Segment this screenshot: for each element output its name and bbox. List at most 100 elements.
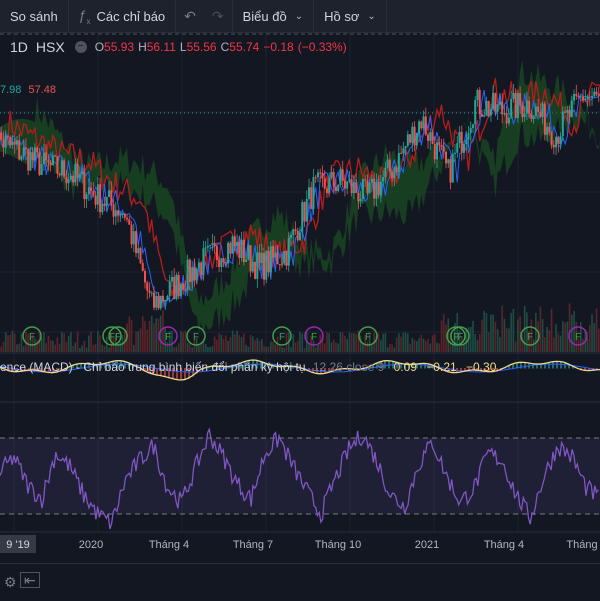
candle-body: [593, 91, 596, 96]
volume-bar: [521, 334, 524, 352]
event-marker-label: F: [311, 332, 317, 343]
macd-histogram-bar: [56, 368, 58, 373]
candle-body: [537, 106, 540, 112]
macd-histogram-bar: [24, 368, 26, 372]
volume-bar: [261, 339, 263, 352]
indicators-label: Các chỉ báo: [96, 8, 166, 24]
macd-histogram-bar: [472, 368, 474, 371]
candle-body: [132, 231, 135, 245]
macd-histogram-bar: [476, 368, 478, 371]
settings-icon[interactable]: ⚙: [4, 574, 17, 590]
event-marker: [358, 326, 378, 346]
candle-body: [307, 187, 310, 199]
volume-bar: [555, 324, 557, 352]
low-value: 55.56: [186, 40, 217, 54]
volume-bar: [472, 321, 474, 352]
candle-body: [9, 136, 12, 145]
redo-icon: ↷: [211, 7, 224, 24]
profile-dropdown[interactable]: Hồ sơ ⌄: [314, 0, 386, 32]
macd-histogram-bar: [84, 363, 86, 369]
volume-bar: [438, 343, 441, 352]
volume-bar: [393, 347, 396, 352]
volume-bar: [386, 347, 389, 352]
compare-button[interactable]: So sánh: [0, 0, 68, 32]
candle-body: [316, 172, 319, 178]
volume-bar: [294, 342, 297, 352]
ichimoku-value-2: 57.48: [28, 84, 57, 96]
candle-body: [373, 178, 376, 199]
redo-button[interactable]: ↷: [204, 0, 232, 32]
timeframe-label[interactable]: 1D: [10, 39, 28, 55]
candle-body: [81, 171, 84, 175]
high-value: 56.11: [146, 40, 176, 54]
candle-body: [101, 203, 104, 213]
macd-histogram-bar: [452, 368, 454, 374]
volume-bar: [285, 332, 288, 352]
time-axis-label: 2020: [79, 539, 103, 551]
candle-body: [454, 152, 456, 154]
undo-icon: ↶: [184, 7, 196, 24]
candle-body: [108, 190, 111, 198]
volume-bar: [238, 335, 241, 352]
volume-bar: [341, 332, 344, 352]
undo-button[interactable]: ↶: [176, 0, 204, 32]
profile-label: Hồ sơ: [324, 8, 360, 24]
volume-bar: [418, 338, 420, 352]
macd-histogram-bar: [120, 360, 122, 369]
volume-bar: [216, 339, 218, 352]
volume-bar: [263, 345, 265, 352]
event-marker: [304, 326, 324, 346]
candle-body: [384, 167, 387, 177]
volume-bar: [582, 338, 584, 352]
macd-histogram-bar: [408, 364, 410, 369]
candle-body: [422, 116, 425, 129]
chart-type-dropdown[interactable]: Biểu đồ ⌄: [233, 0, 313, 32]
candle-body: [388, 159, 391, 172]
volume-bar: [40, 337, 43, 352]
macd-histogram-bar: [72, 365, 74, 369]
volume-bar: [469, 327, 472, 352]
candle-body: [305, 198, 308, 222]
date-range-icon[interactable]: ⇤: [20, 572, 40, 588]
candle-body: [193, 267, 196, 281]
macd-histogram-bar: [484, 368, 486, 372]
collapse-icon[interactable]: −: [74, 41, 87, 53]
volume-bar: [274, 344, 277, 352]
candle-body: [161, 295, 164, 302]
indicators-button[interactable]: ƒx Các chỉ báo: [69, 0, 175, 32]
candle-body: [157, 295, 160, 309]
candle-body: [489, 109, 492, 116]
macd-histogram-bar: [80, 363, 82, 369]
candle-body: [427, 134, 430, 141]
close-value: 55.74: [229, 40, 260, 54]
candle-body: [357, 192, 360, 202]
candle-body: [406, 134, 409, 147]
event-marker-label: F: [575, 332, 581, 343]
volume-bar: [478, 334, 481, 352]
candle-body: [469, 127, 472, 134]
candle-body: [573, 94, 576, 101]
volume-bar: [296, 340, 299, 352]
candle-body: [85, 194, 88, 200]
candle-body: [525, 100, 528, 114]
volume-bar: [281, 347, 283, 352]
volume-bar: [67, 335, 70, 352]
volume-bar: [301, 333, 304, 352]
candle-body: [471, 124, 474, 128]
candle-body: [299, 232, 301, 241]
event-marker-label: F: [453, 332, 459, 343]
candle-body: [202, 248, 205, 275]
volume-bar: [45, 343, 47, 352]
macd-histogram-bar: [28, 368, 30, 371]
volume-bar: [16, 344, 18, 352]
volume-bar: [135, 331, 137, 352]
volume-bar: [519, 316, 521, 352]
volume-bar: [92, 344, 95, 352]
volume-bar: [366, 342, 369, 352]
price-chart[interactable]: F F F F F F F F FF F F9 '19 2020 Tháng 4 Tháng 7 Tháng…: [0, 32, 600, 563]
macd-line: [0, 359, 600, 381]
volume-bar: [407, 333, 409, 352]
candle-body: [312, 177, 315, 209]
macd-histogram-bar: [588, 368, 590, 372]
volume-bar: [177, 343, 180, 352]
